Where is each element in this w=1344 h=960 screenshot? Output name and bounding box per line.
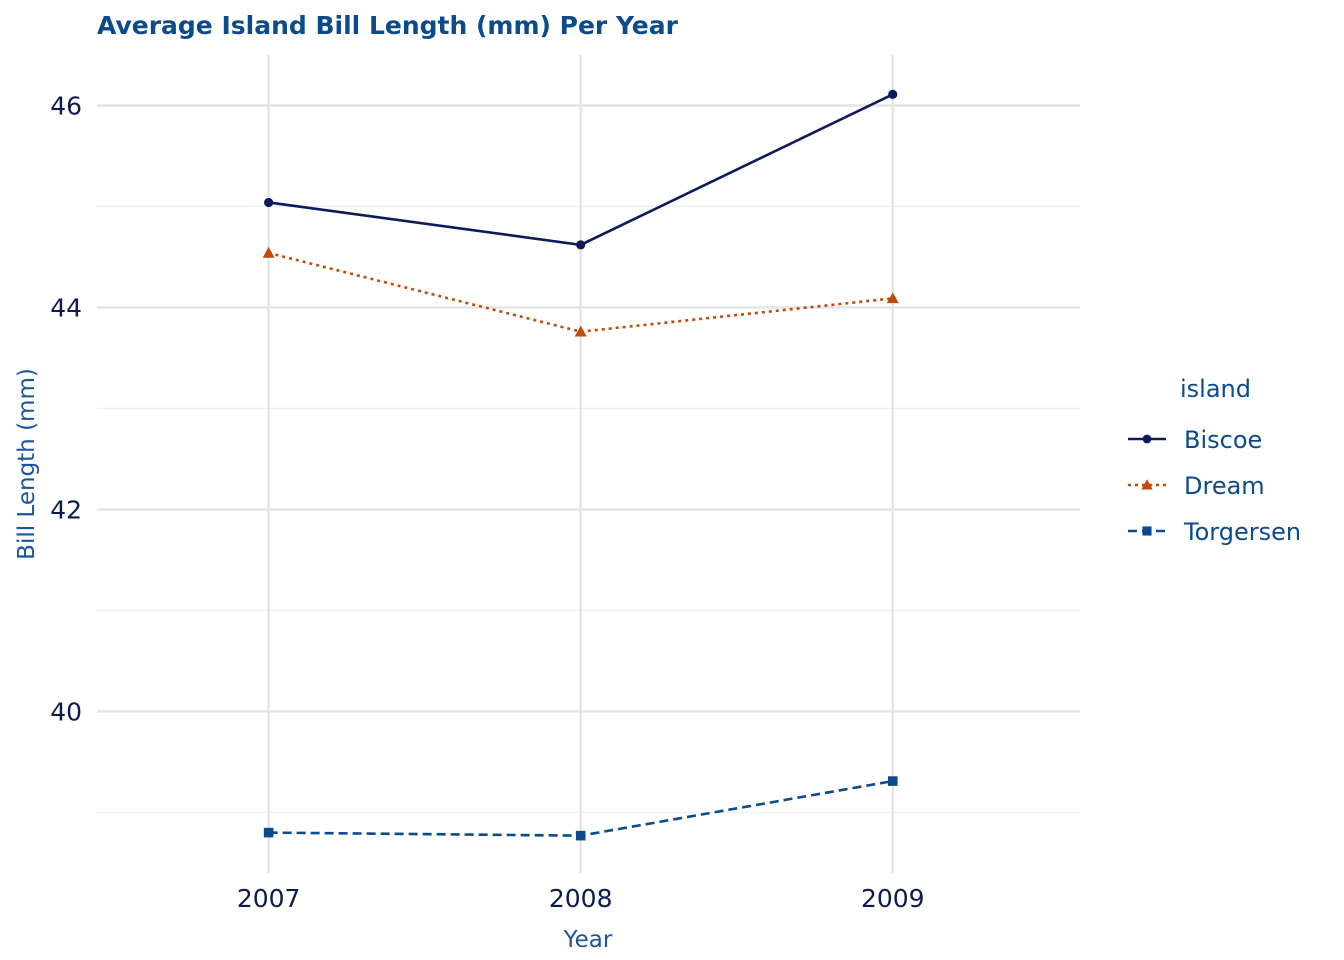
data-point-torgersen	[575, 830, 586, 841]
data-point-torgersen	[887, 776, 898, 786]
series-points	[262, 89, 899, 841]
legend-label-dream: Dream	[1184, 472, 1265, 500]
x-tick-labels: 2007 2008 2009	[237, 884, 925, 913]
y-tick-label: 44	[50, 293, 82, 322]
legend: island Biscoe Dream Torgersen	[1128, 375, 1301, 546]
legend-label-torgersen: Torgersen	[1183, 518, 1301, 546]
data-point-torgersen	[263, 827, 274, 838]
data-point-dream	[574, 325, 587, 337]
y-tick-label: 46	[50, 91, 82, 120]
legend-label-biscoe: Biscoe	[1184, 426, 1262, 454]
data-point-dream	[262, 246, 275, 258]
y-axis-title: Bill Length (mm)	[14, 368, 40, 560]
x-tick-label: 2008	[549, 884, 613, 913]
x-axis-title: Year	[563, 927, 613, 953]
y-tick-labels: 40 42 44 46	[50, 91, 82, 726]
series-line-dream	[268, 251, 893, 334]
data-point-biscoe	[576, 240, 586, 250]
x-tick-label: 2009	[861, 884, 925, 913]
x-tick-label: 2007	[237, 884, 301, 913]
data-point-dream	[886, 292, 899, 304]
legend-title: island	[1180, 375, 1251, 403]
grid-lines	[97, 55, 1080, 873]
legend-key-marker-biscoe	[1142, 434, 1152, 444]
data-point-biscoe	[264, 197, 274, 208]
legend-key-marker-torgersen	[1142, 526, 1152, 536]
data-point-biscoe	[888, 89, 898, 99]
chart-title: Average Island Bill Length (mm) Per Year	[97, 11, 679, 40]
legend-key-marker-dream	[1141, 479, 1153, 490]
y-tick-label: 40	[50, 697, 82, 726]
y-tick-label: 42	[50, 495, 82, 524]
